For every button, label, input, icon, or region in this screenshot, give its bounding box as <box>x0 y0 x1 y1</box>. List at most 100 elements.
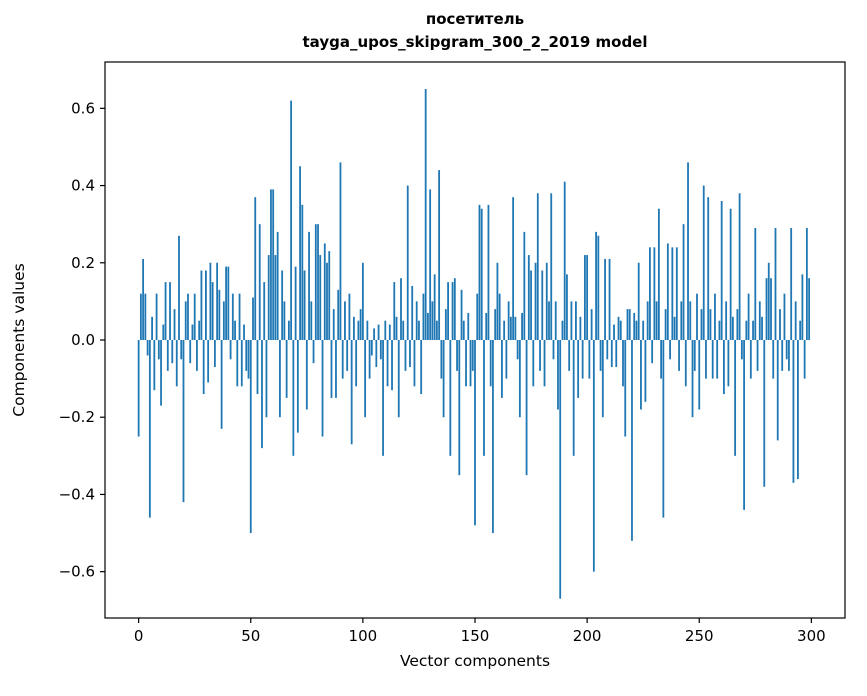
bar <box>539 340 541 371</box>
bar <box>779 309 781 340</box>
bar <box>379 340 382 360</box>
bar <box>635 320 638 340</box>
bar <box>673 316 676 340</box>
y-tick-label: −0.4 <box>59 485 95 503</box>
bar <box>353 316 355 340</box>
bar <box>433 274 436 340</box>
bar <box>687 162 689 340</box>
bar <box>738 193 741 340</box>
bar <box>758 301 761 340</box>
bar <box>227 266 230 340</box>
bar <box>175 340 178 387</box>
bar <box>200 270 203 340</box>
bar <box>373 328 375 340</box>
bar <box>243 324 245 340</box>
bar <box>303 270 306 340</box>
bar <box>516 340 519 360</box>
bar <box>332 309 335 340</box>
bar <box>375 340 378 368</box>
bar <box>702 185 705 340</box>
bar <box>761 316 763 340</box>
bar <box>669 340 671 360</box>
bar <box>496 262 499 340</box>
bar <box>799 320 802 340</box>
bar <box>559 340 562 599</box>
bar <box>745 320 748 340</box>
bar <box>633 312 636 340</box>
chart-title: посетитель <box>426 10 524 28</box>
bar <box>458 340 461 476</box>
bar <box>314 224 317 340</box>
bar <box>550 193 553 340</box>
bar <box>317 224 319 340</box>
bar <box>442 340 445 418</box>
bar <box>191 324 194 340</box>
bar <box>776 340 779 441</box>
bar <box>258 224 261 340</box>
bar <box>494 309 497 340</box>
bar <box>169 282 171 340</box>
bar <box>384 320 387 340</box>
bar <box>568 340 571 371</box>
bar <box>348 293 351 340</box>
chart-subtitle: tayga_upos_skipgram_300_2_2019 model <box>303 33 648 51</box>
bar <box>193 293 196 340</box>
x-axis-label: Vector components <box>400 652 550 670</box>
bar <box>790 228 793 340</box>
bar <box>272 189 275 340</box>
bar <box>714 293 716 340</box>
bar <box>642 320 645 340</box>
bar <box>440 340 443 379</box>
x-tick-label: 250 <box>685 627 714 645</box>
bar <box>505 340 508 379</box>
x-tick-label: 0 <box>134 627 144 645</box>
bar <box>236 340 239 387</box>
bar <box>406 185 409 340</box>
bar <box>422 293 425 340</box>
bar <box>749 340 752 379</box>
bar <box>781 340 784 371</box>
bar <box>173 309 176 340</box>
bar <box>501 340 503 398</box>
bar <box>783 293 786 340</box>
bar <box>281 270 284 340</box>
bar <box>509 316 512 340</box>
bar <box>608 258 611 340</box>
bar <box>462 320 465 340</box>
bar <box>700 309 703 340</box>
bar <box>723 340 725 395</box>
bar <box>797 340 799 479</box>
y-tick-label: 0.2 <box>71 254 95 272</box>
bar <box>541 270 544 340</box>
x-tick-label: 100 <box>349 627 378 645</box>
bar <box>575 301 577 340</box>
bar <box>752 320 754 340</box>
bar <box>527 255 530 340</box>
bar <box>483 340 485 456</box>
bar <box>471 340 474 371</box>
bar <box>592 340 595 572</box>
bar <box>586 255 589 340</box>
bar <box>238 293 241 340</box>
bar <box>366 320 369 340</box>
bar <box>662 340 665 518</box>
bar <box>400 278 402 340</box>
bar <box>321 340 324 437</box>
bar <box>604 258 606 340</box>
bar <box>166 340 169 371</box>
bar <box>393 282 396 340</box>
bar <box>731 316 734 340</box>
bar <box>770 278 772 340</box>
bar <box>507 301 510 340</box>
bar <box>218 289 221 340</box>
bar <box>187 293 189 340</box>
bar <box>579 316 582 340</box>
bar <box>198 320 201 340</box>
bar <box>772 340 775 379</box>
bar <box>162 324 165 340</box>
x-tick-label: 150 <box>461 627 490 645</box>
bar <box>157 340 160 360</box>
bar <box>346 340 349 371</box>
bar <box>270 189 272 340</box>
